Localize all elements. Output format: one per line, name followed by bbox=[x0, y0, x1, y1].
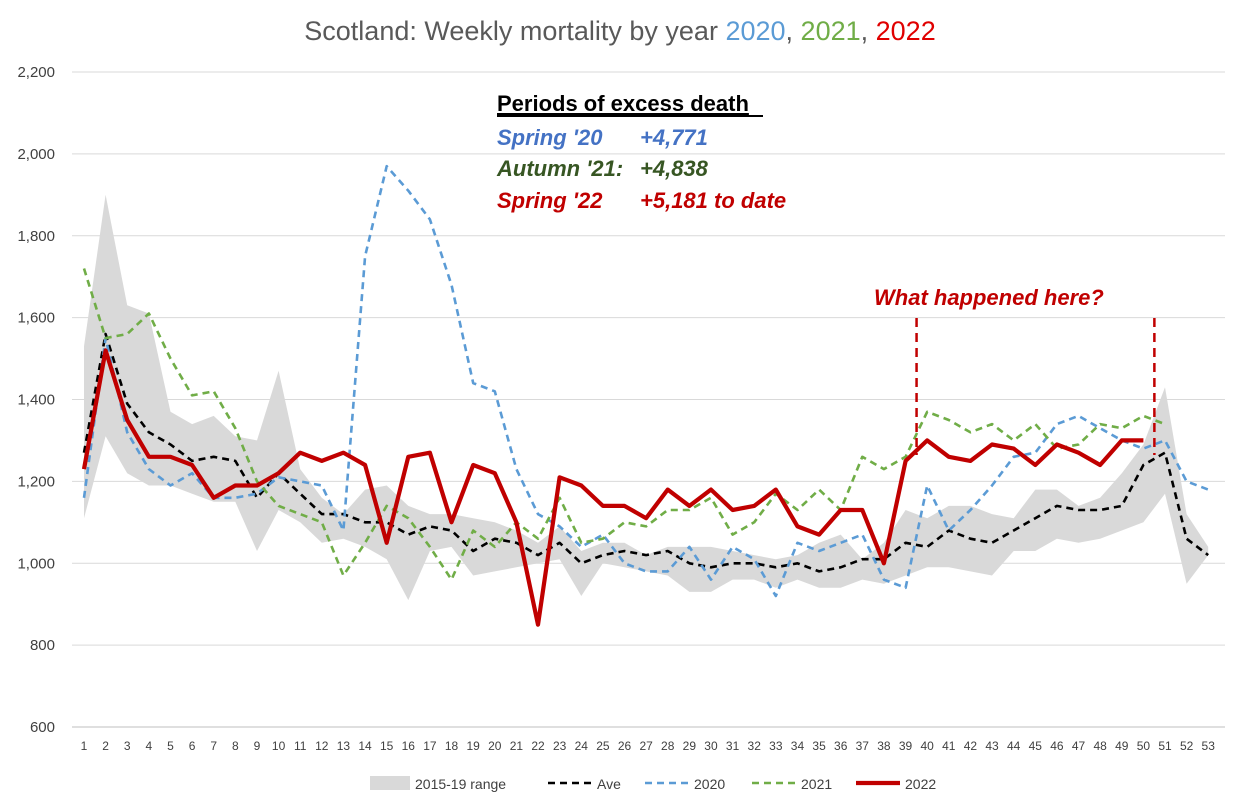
x-tick-label: 23 bbox=[553, 739, 567, 753]
x-tick-label: 43 bbox=[985, 739, 999, 753]
series-line-2020 bbox=[82, 164, 1209, 598]
x-tick-label: 13 bbox=[337, 739, 351, 753]
x-tick-label: 46 bbox=[1050, 739, 1064, 753]
annotation-row-value-1: +4,838 bbox=[640, 156, 709, 181]
x-tick-label: 53 bbox=[1202, 739, 1216, 753]
x-tick-label: 41 bbox=[942, 739, 956, 753]
excess-death-annotation: Periods of excess death Spring '20 +4,77… bbox=[496, 91, 1104, 310]
legend: 2015-19 range Ave 2020 2021 2022 bbox=[370, 776, 936, 792]
x-tick-label: 21 bbox=[510, 739, 524, 753]
x-tick-label: 8 bbox=[232, 739, 239, 753]
title-sep-2: , bbox=[861, 16, 876, 46]
x-tick-label: 51 bbox=[1158, 739, 1172, 753]
x-tick-label: 3 bbox=[124, 739, 131, 753]
x-tick-label: 31 bbox=[726, 739, 740, 753]
range-band-2015-19 bbox=[84, 194, 1209, 601]
annotation-row-value-2: +5,181 to date bbox=[640, 188, 786, 213]
x-tick-label: 11 bbox=[294, 739, 307, 753]
y-axis-ticks: 600 800 1,000 1,200 1,400 1,600 1,800 2,000 2,20… bbox=[17, 64, 55, 736]
x-tick-label: 52 bbox=[1180, 739, 1194, 753]
x-tick-label: 6 bbox=[189, 739, 196, 753]
x-tick-label: 2 bbox=[102, 739, 109, 753]
x-tick-label: 34 bbox=[791, 739, 805, 753]
series-layer bbox=[81, 164, 1209, 627]
x-tick-label: 9 bbox=[254, 739, 261, 753]
x-tick-label: 36 bbox=[834, 739, 848, 753]
x-tick-label: 27 bbox=[639, 739, 653, 753]
x-tick-label: 32 bbox=[748, 739, 762, 753]
annotation-row-label-1: Autumn '21: bbox=[496, 156, 623, 181]
x-tick-label: 28 bbox=[661, 739, 675, 753]
x-tick-label: 42 bbox=[964, 739, 978, 753]
x-tick-label: 16 bbox=[402, 739, 416, 753]
series-line-2022 bbox=[81, 348, 1144, 627]
x-tick-label: 49 bbox=[1115, 739, 1129, 753]
series-line-2021 bbox=[82, 268, 1166, 581]
x-tick-label: 5 bbox=[167, 739, 174, 753]
x-tick-label: 25 bbox=[596, 739, 610, 753]
x-tick-label: 37 bbox=[856, 739, 870, 753]
x-tick-label: 45 bbox=[1029, 739, 1043, 753]
x-tick-label: 38 bbox=[877, 739, 891, 753]
x-tick-label: 20 bbox=[488, 739, 502, 753]
y-tick-label: 1,600 bbox=[17, 310, 55, 327]
legend-label-2020: 2020 bbox=[694, 776, 725, 792]
x-tick-label: 7 bbox=[210, 739, 217, 753]
x-tick-label: 24 bbox=[575, 739, 589, 753]
chart-title: Scotland: Weekly mortality by year 2020,… bbox=[304, 16, 935, 46]
annotation-row-label-2: Spring '22 bbox=[497, 188, 603, 213]
y-tick-label: 600 bbox=[30, 719, 55, 736]
x-tick-label: 44 bbox=[1007, 739, 1021, 753]
y-tick-label: 1,800 bbox=[17, 228, 55, 245]
x-tick-label: 18 bbox=[445, 739, 459, 753]
legend-label-range: 2015-19 range bbox=[415, 776, 506, 792]
x-tick-label: 19 bbox=[466, 739, 480, 753]
y-tick-label: 1,400 bbox=[17, 392, 55, 409]
title-prefix: Scotland: Weekly mortality by year bbox=[304, 16, 725, 46]
x-tick-label: 14 bbox=[358, 739, 372, 753]
x-tick-label: 1 bbox=[81, 739, 88, 753]
y-tick-label: 2,200 bbox=[17, 64, 55, 81]
title-year-2020: 2020 bbox=[725, 16, 785, 46]
range-band-layer bbox=[84, 194, 1209, 601]
x-axis-ticks: 1 2 3 4 5 6 7 8 9 10 11 12 13 14 15 16 17 18 19 20 21 22 23 24 2… bbox=[81, 739, 1216, 753]
x-tick-label: 39 bbox=[899, 739, 913, 753]
x-tick-label: 35 bbox=[812, 739, 826, 753]
x-tick-label: 33 bbox=[769, 739, 783, 753]
x-tick-label: 17 bbox=[423, 739, 437, 753]
x-tick-label: 50 bbox=[1137, 739, 1151, 753]
y-tick-label: 2,000 bbox=[17, 146, 55, 163]
annotation-question: What happened here? bbox=[874, 285, 1104, 310]
x-tick-label: 15 bbox=[380, 739, 394, 753]
y-tick-label: 1,200 bbox=[17, 473, 55, 490]
x-tick-label: 10 bbox=[272, 739, 286, 753]
annotation-row-value-0: +4,771 bbox=[640, 125, 708, 150]
y-tick-label: 1,000 bbox=[17, 555, 55, 572]
x-tick-label: 47 bbox=[1072, 739, 1086, 753]
legend-swatch-range bbox=[370, 776, 410, 790]
title-year-2022: 2022 bbox=[876, 16, 936, 46]
title-sep-1: , bbox=[786, 16, 801, 46]
x-tick-label: 40 bbox=[921, 739, 935, 753]
x-tick-label: 26 bbox=[618, 739, 632, 753]
title-year-2021: 2021 bbox=[801, 16, 861, 46]
legend-label-ave: Ave bbox=[597, 776, 621, 792]
x-tick-label: 22 bbox=[531, 739, 545, 753]
annotation-markers bbox=[915, 318, 1156, 455]
legend-label-2021: 2021 bbox=[801, 776, 832, 792]
legend-label-2022: 2022 bbox=[905, 776, 936, 792]
x-tick-label: 12 bbox=[315, 739, 329, 753]
annotation-heading: Periods of excess death bbox=[497, 91, 749, 116]
x-tick-label: 30 bbox=[704, 739, 718, 753]
x-tick-label: 48 bbox=[1093, 739, 1107, 753]
annotation-row-label-0: Spring '20 bbox=[497, 125, 603, 150]
y-tick-label: 800 bbox=[30, 637, 55, 654]
x-tick-label: 4 bbox=[146, 739, 153, 753]
x-tick-label: 29 bbox=[683, 739, 697, 753]
